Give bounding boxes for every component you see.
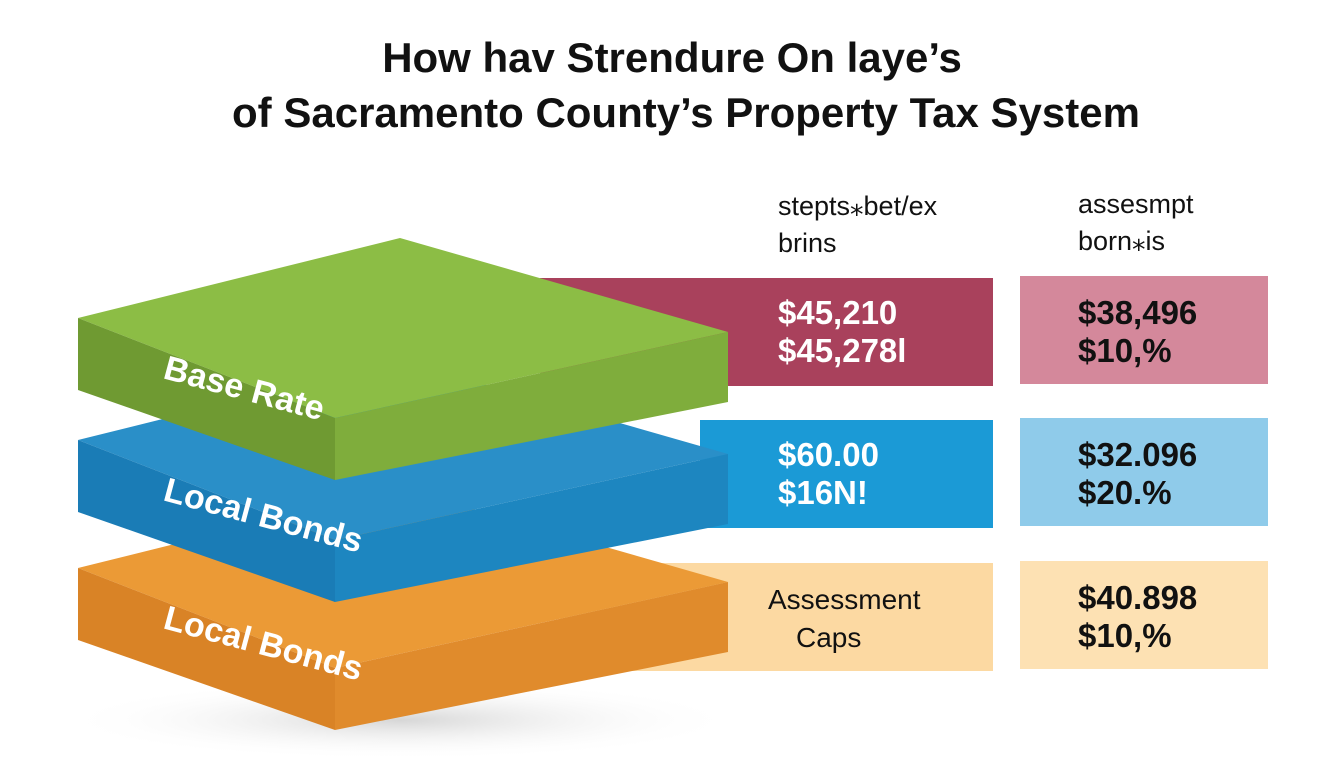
slab-front <box>78 318 335 480</box>
cell-text: $10,% <box>1078 617 1172 654</box>
title: of Sacramento County’s Property Tax Syst… <box>232 89 1140 136</box>
cell-text: $40.898 <box>1078 579 1197 616</box>
value-bar <box>1020 561 1268 669</box>
slab-side <box>335 454 728 602</box>
cell-text: $10,% <box>1078 332 1172 369</box>
layers: $45,210$45,278l$38,496$10,%$60.00$16N!$3… <box>78 238 1268 730</box>
cell-text: Assessment <box>768 584 921 615</box>
cell-text: $16N! <box>778 474 868 511</box>
cell-text: $45,278l <box>778 332 906 369</box>
shadow <box>60 680 740 760</box>
cell-text: $60.00 <box>778 436 879 473</box>
column-header: assesmpt <box>1078 189 1194 219</box>
column-header: brins <box>778 228 837 258</box>
value-bar <box>1020 276 1268 384</box>
cell-text: $32.096 <box>1078 436 1197 473</box>
cell-text: $45,210 <box>778 294 897 331</box>
slab-side <box>335 332 728 480</box>
cell-text: Caps <box>796 622 861 653</box>
slab-front <box>78 440 335 602</box>
slab-front <box>78 568 335 730</box>
column-header: stepts⁎bet/ex <box>778 191 938 221</box>
cell-text: $20.% <box>1078 474 1172 511</box>
cell-text: $38,496 <box>1078 294 1197 331</box>
value-bar <box>700 420 993 528</box>
title: How hav Strendure On laye’s <box>382 34 962 81</box>
column-header: born⁎is <box>1078 226 1165 256</box>
value-bar <box>1020 418 1268 526</box>
slab-side <box>335 582 728 730</box>
slab-top <box>78 238 728 418</box>
